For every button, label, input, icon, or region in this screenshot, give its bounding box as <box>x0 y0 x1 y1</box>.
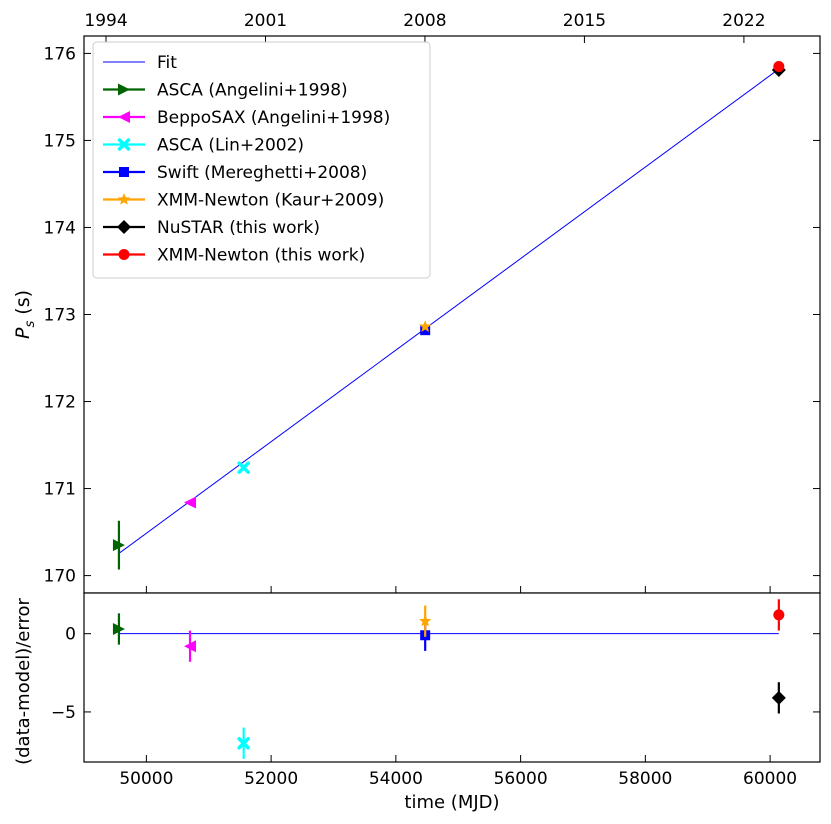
top-ytick-label-6: 176 <box>44 44 76 64</box>
legend-swatch-marker-3 <box>117 138 131 151</box>
top-point-0-0 <box>112 539 125 552</box>
bottom-panel: −5 0 50000 52000 54000 56000 58000 60000 time (M… <box>13 592 821 813</box>
bottom-xtick-label-1: 52000 <box>244 769 298 789</box>
bottom-point-6-0 <box>773 609 785 621</box>
legend-label-7: XMM-Newton (this work) <box>157 246 365 266</box>
top-ytick-label-4: 174 <box>44 218 76 238</box>
bottom-plot-area <box>84 593 820 762</box>
top-point-1-0 <box>184 496 197 509</box>
bottom-ytick-label-1: 0 <box>65 625 76 645</box>
legend-box <box>92 41 431 279</box>
legend-label-4: Swift (Mereghetti+2008) <box>157 163 367 183</box>
top-point-6-0 <box>773 60 785 72</box>
bottom-point-4-0 <box>419 614 432 627</box>
legend-swatch-marker-4 <box>119 167 129 177</box>
top-point-4-0 <box>419 320 432 332</box>
top-ylabel-p: P <box>12 327 34 339</box>
year-tick-label-4: 2022 <box>722 11 765 31</box>
bottom-point-1-0 <box>184 640 197 653</box>
top-ylabel-unit: (s) <box>12 290 34 321</box>
bottom-point-5-0 <box>771 690 786 705</box>
year-tick-label-2: 2008 <box>403 11 446 31</box>
legend-swatch-marker-7 <box>118 249 130 260</box>
legend-swatch-marker-6 <box>117 220 131 234</box>
legend-label-1: ASCA (Angelini+1998) <box>157 81 348 101</box>
year-tick-label-0: 1994 <box>84 11 127 31</box>
legend-swatch-marker-5 <box>117 193 131 205</box>
year-tick-label-3: 2015 <box>563 11 606 31</box>
top-ytick-label-0: 170 <box>44 567 76 587</box>
legend: Fit ASCA (Angelini+1998) BeppoSAX (Angelin… <box>92 41 431 279</box>
top-point-3-0 <box>420 325 431 336</box>
bottom-xtick-label-2: 54000 <box>369 769 423 789</box>
top-ytick-label-5: 175 <box>44 131 76 151</box>
bottom-ylabel: (data-model)/error <box>13 598 34 765</box>
legend-swatch-marker-2 <box>118 111 130 123</box>
legend-swatch-marker-1 <box>118 83 130 96</box>
bottom-point-0-0 <box>112 622 125 635</box>
bottom-xtick-label-5: 60000 <box>743 769 797 789</box>
bottom-frame <box>83 592 821 763</box>
top-point-2-0 <box>237 461 250 474</box>
x-axis-label: time (MJD) <box>404 792 499 813</box>
top-ytick-label-3: 173 <box>44 306 76 326</box>
legend-label-0: Fit <box>157 53 177 73</box>
top-ytick-label-1: 171 <box>44 480 76 500</box>
top-ytick-label-2: 172 <box>44 393 76 413</box>
legend-label-2: BeppoSAX (Angelini+1998) <box>157 108 390 128</box>
bottom-xtick-label-3: 56000 <box>494 769 548 789</box>
legend-label-6: NuSTAR (this work) <box>157 218 320 238</box>
year-tick-label-1: 2001 <box>244 11 287 31</box>
top-ylabel: Ps (s) <box>12 290 38 339</box>
bottom-xtick-label-4: 58000 <box>618 769 672 789</box>
top-ylabel-sub: s <box>23 321 38 328</box>
fit-line <box>118 68 780 555</box>
bottom-ytick-label-0: −5 <box>51 703 76 723</box>
bottom-point-2-0 <box>237 736 250 750</box>
legend-label-3: ASCA (Lin+2002) <box>157 136 304 156</box>
legend-label-5: XMM-Newton (Kaur+2009) <box>157 191 384 211</box>
bottom-xtick-label-0: 50000 <box>119 769 173 789</box>
